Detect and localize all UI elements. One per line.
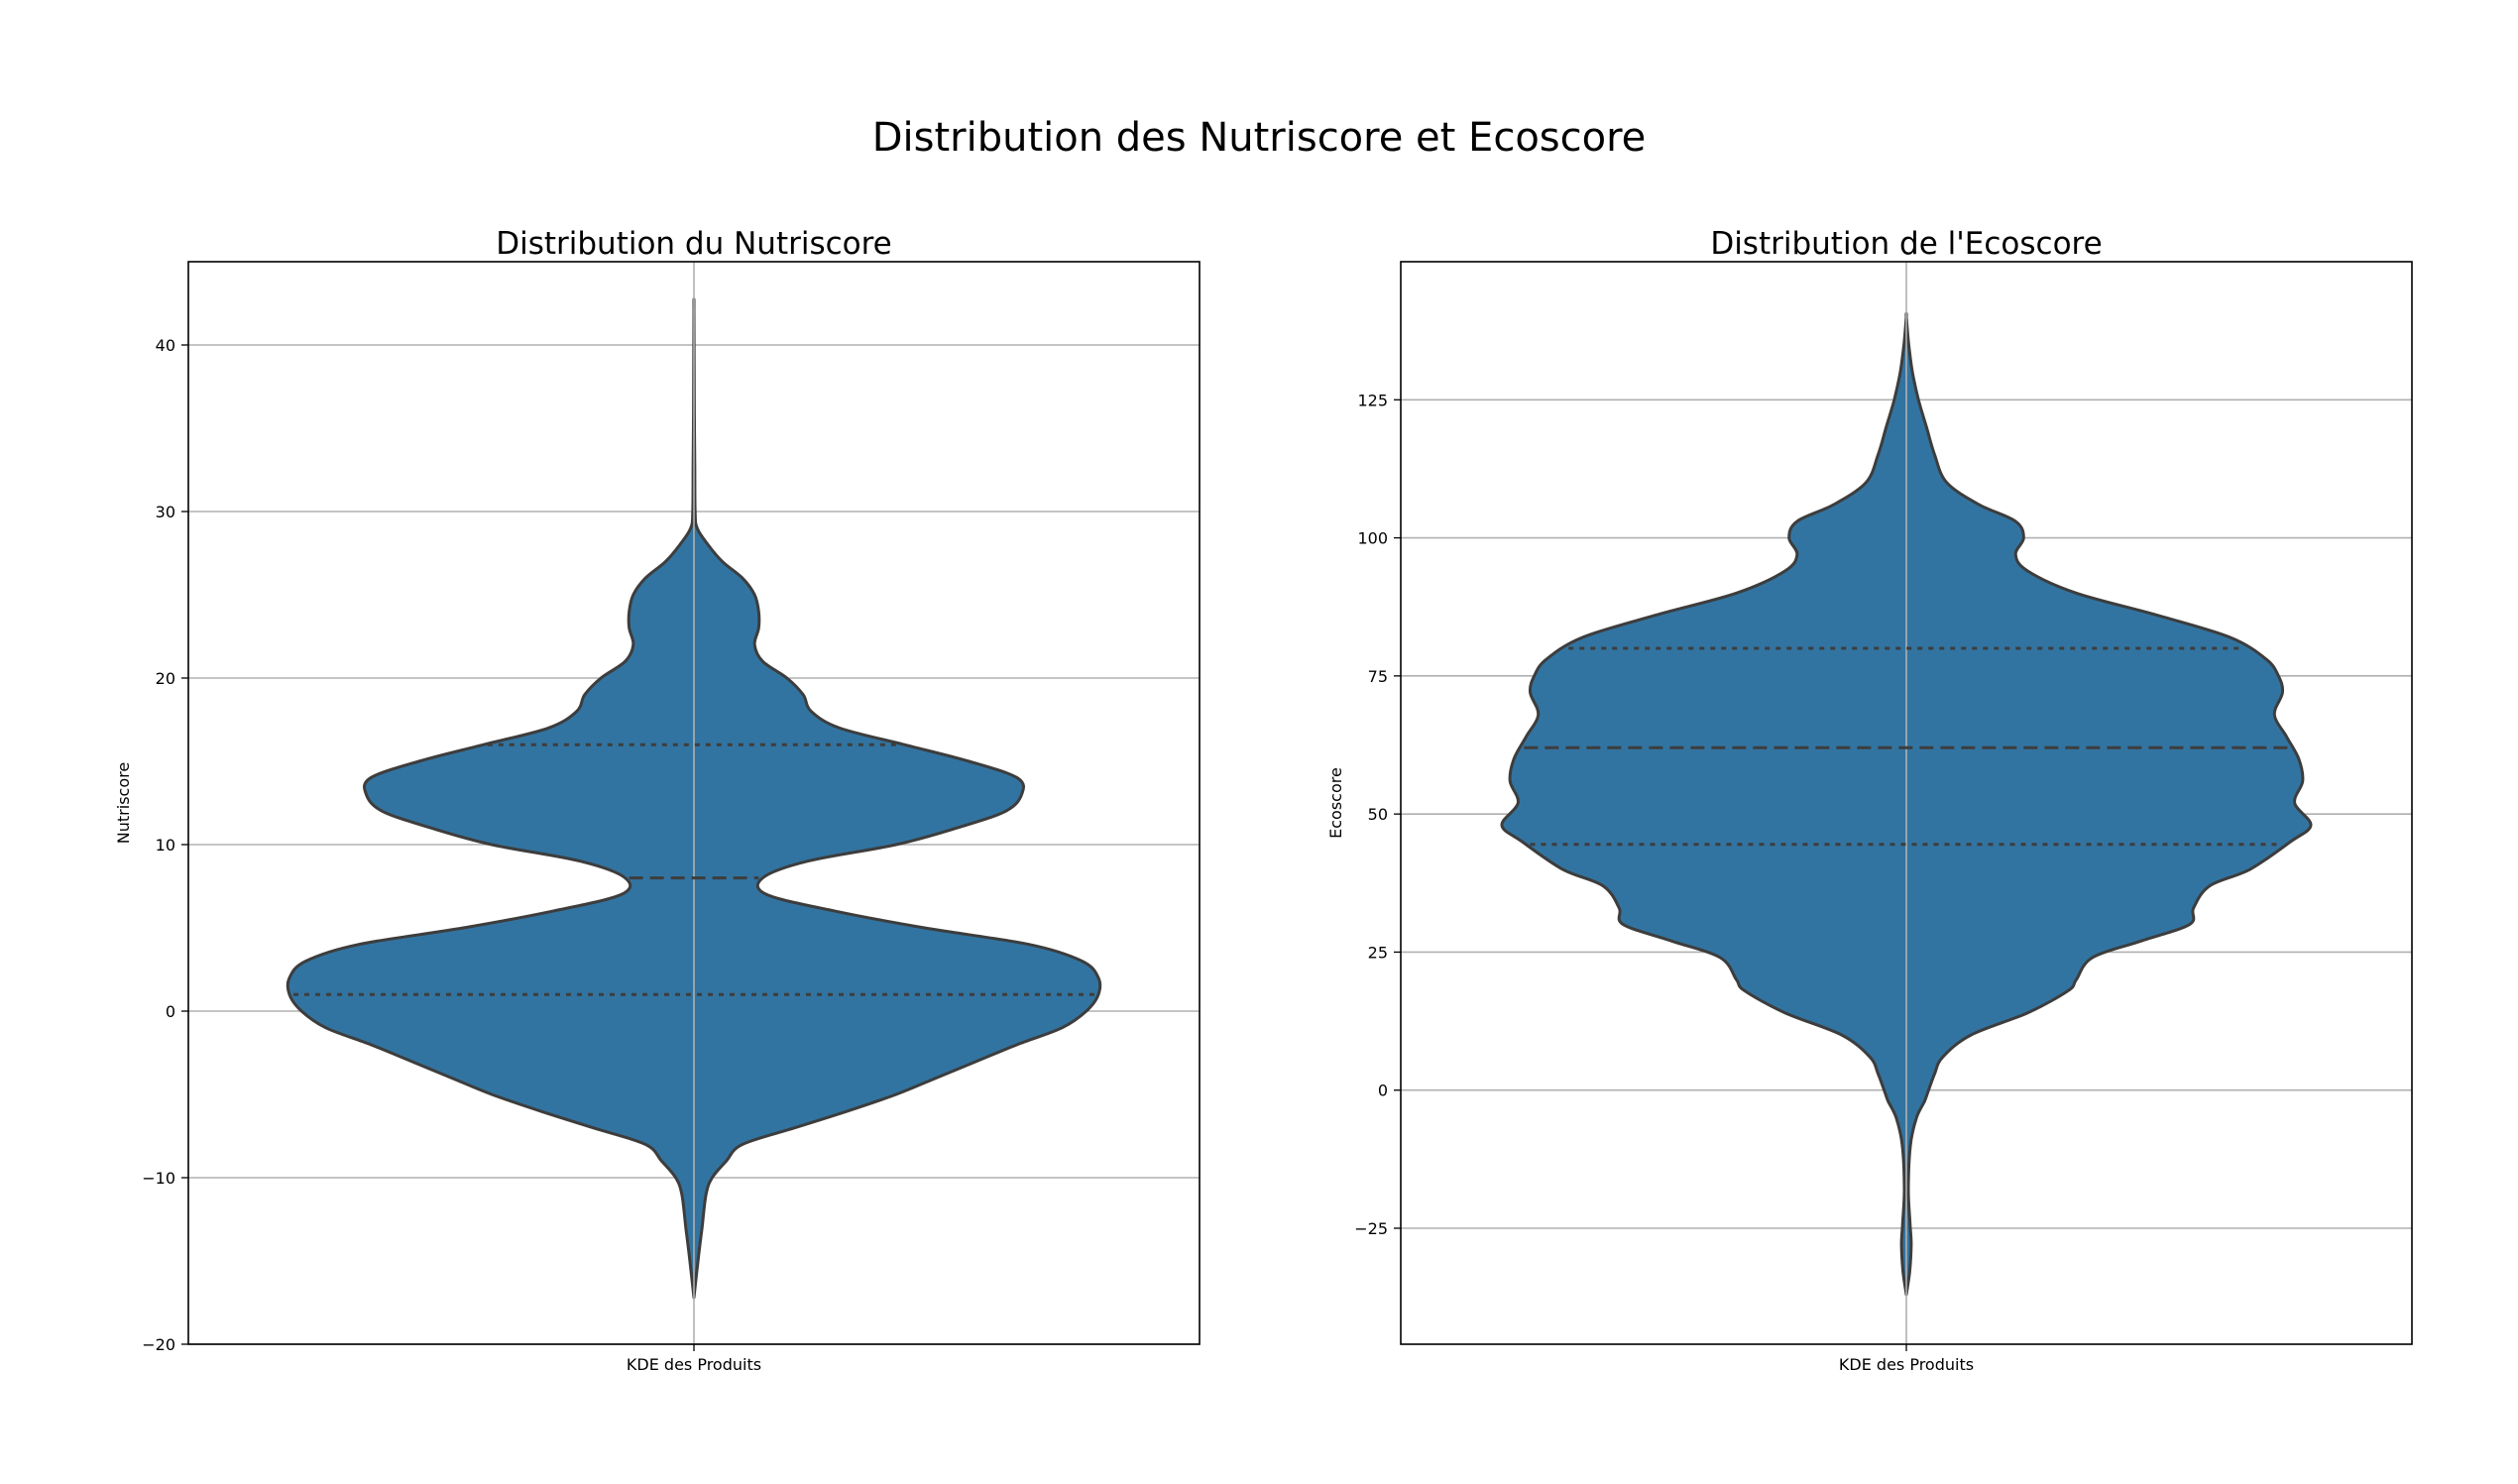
nutriscore-y-tick-label: −10 bbox=[142, 1169, 175, 1188]
nutriscore-y-tick-label: −20 bbox=[142, 1335, 175, 1354]
ecoscore-y-tick-label: 50 bbox=[1368, 805, 1388, 824]
ecoscore-y-tick-label: −25 bbox=[1354, 1219, 1388, 1238]
ecoscore-title: Distribution de l'Ecoscore bbox=[1710, 226, 2102, 262]
nutriscore-title: Distribution du Nutriscore bbox=[496, 226, 892, 262]
ecoscore-y-tick-label: 100 bbox=[1357, 529, 1388, 548]
nutriscore-y-tick-label: 40 bbox=[156, 336, 175, 355]
nutriscore-quartiles bbox=[293, 742, 1094, 996]
ecoscore-y-axis-label: Ecoscore bbox=[1326, 767, 1345, 839]
nutriscore-y-tick-label: 20 bbox=[156, 669, 175, 688]
ecoscore-y-tick-label: 125 bbox=[1357, 391, 1388, 409]
nutriscore-x-tick-label: KDE des Produits bbox=[627, 1355, 761, 1374]
ecoscore-y-tick-label: 0 bbox=[1378, 1082, 1388, 1100]
nutriscore-y-axis-label: Nutriscore bbox=[114, 762, 133, 844]
nutriscore-y-tick-label: 30 bbox=[156, 503, 175, 521]
ecoscore-y-tick-label: 25 bbox=[1368, 943, 1388, 962]
ecoscore-y-ticks: −25 0 25 50 75 100 125 bbox=[1354, 391, 1401, 1238]
ecoscore-x-ticks: KDE des Produits bbox=[1839, 1344, 1974, 1374]
nutriscore-y-tick-label: 0 bbox=[166, 1002, 175, 1021]
ecoscore-quartiles bbox=[1524, 646, 2289, 847]
nutriscore-panel: −20 −10 0 10 20 30 40 KDE des Produits Distrib… bbox=[114, 226, 1201, 1374]
ecoscore-panel: −25 0 25 50 75 100 125 KDE des Produits Distri… bbox=[1326, 226, 2413, 1374]
figure-title: Distribution des Nutriscore et Ecoscore bbox=[872, 115, 1647, 161]
ecoscore-x-tick-label: KDE des Produits bbox=[1839, 1355, 1974, 1374]
nutriscore-x-ticks: KDE des Produits bbox=[627, 1344, 761, 1374]
nutriscore-y-tick-label: 10 bbox=[156, 836, 175, 855]
nutriscore-y-ticks: −20 −10 0 10 20 30 40 bbox=[142, 336, 188, 1354]
ecoscore-y-tick-label: 75 bbox=[1368, 667, 1388, 686]
